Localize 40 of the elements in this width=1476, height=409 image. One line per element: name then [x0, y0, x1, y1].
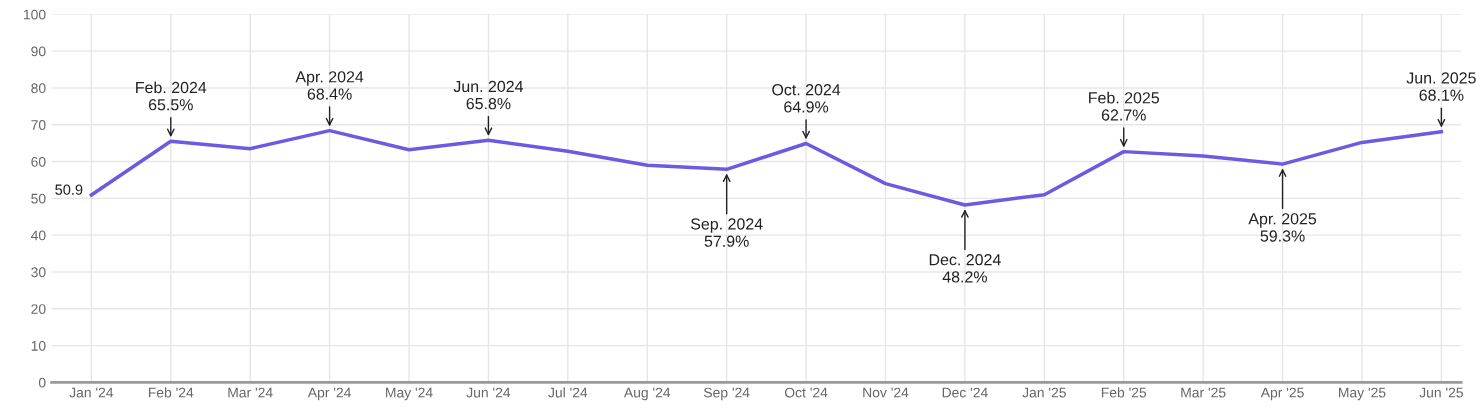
x-tick-label: Jul '24 — [548, 387, 588, 398]
y-tick-label: 80 — [31, 83, 46, 94]
annotation: Feb. 2025 62.7% — [1089, 91, 1160, 121]
x-tick-label: Sep '24 — [703, 387, 750, 401]
annotation: Dec. 2024 48.2% — [929, 254, 1001, 283]
y-tick-label: 90 — [31, 46, 46, 57]
y-tick-label: 40 — [30, 230, 46, 241]
y-tick-label: 100 — [23, 9, 46, 20]
x-tick-label: Aug '24 — [623, 387, 671, 401]
x-tick-label: Feb '24 — [148, 387, 194, 398]
x-tick-label: Mar '25 — [1181, 387, 1226, 398]
y-tick-label: 70 — [31, 120, 46, 130]
y-tick-label: 10 — [31, 340, 46, 351]
annotation: Sep. 2024 57.9% — [690, 218, 763, 247]
x-tick-label: Apr '24 — [307, 387, 351, 401]
annotation: 50.9 — [55, 184, 83, 195]
x-tick-label: Jan '25 — [1022, 387, 1066, 398]
x-tick-label: Mar '24 — [228, 387, 273, 398]
y-tick-label: 20 — [31, 304, 46, 314]
x-tick-label: Dec '24 — [942, 387, 988, 398]
x-tick-label: Nov '24 — [863, 387, 909, 398]
y-tick-label: 60 — [31, 156, 46, 167]
x-tick-label: Apr '25 — [1260, 387, 1304, 401]
x-tick-label: Feb '25 — [1101, 387, 1147, 398]
annotation: Jun. 2024 65.8% — [453, 80, 524, 110]
y-tick-label: 30 — [31, 267, 46, 278]
x-tick-label: Jan '24 — [69, 387, 114, 398]
annotation: Oct. 2024 64.9% — [772, 84, 841, 113]
annotation: Apr. 2025 59.3% — [1248, 213, 1317, 242]
annotation: Feb. 2024 65.5% — [136, 81, 207, 111]
x-tick-label: Jun '25 — [1419, 387, 1463, 398]
line-series — [89, 128, 1444, 207]
x-tick-label: Oct '24 — [784, 387, 828, 398]
annotation: Apr. 2024 68.4% — [295, 71, 364, 100]
x-tick-label: Jun '24 — [466, 387, 511, 398]
x-tick-label: May '25 — [1339, 387, 1386, 401]
annotation: Jun. 2025 68.1% — [1406, 72, 1476, 101]
x-tick-label: May '24 — [386, 387, 433, 401]
y-tick-label: 0 — [38, 377, 46, 388]
y-tick-label: 50 — [31, 193, 46, 204]
